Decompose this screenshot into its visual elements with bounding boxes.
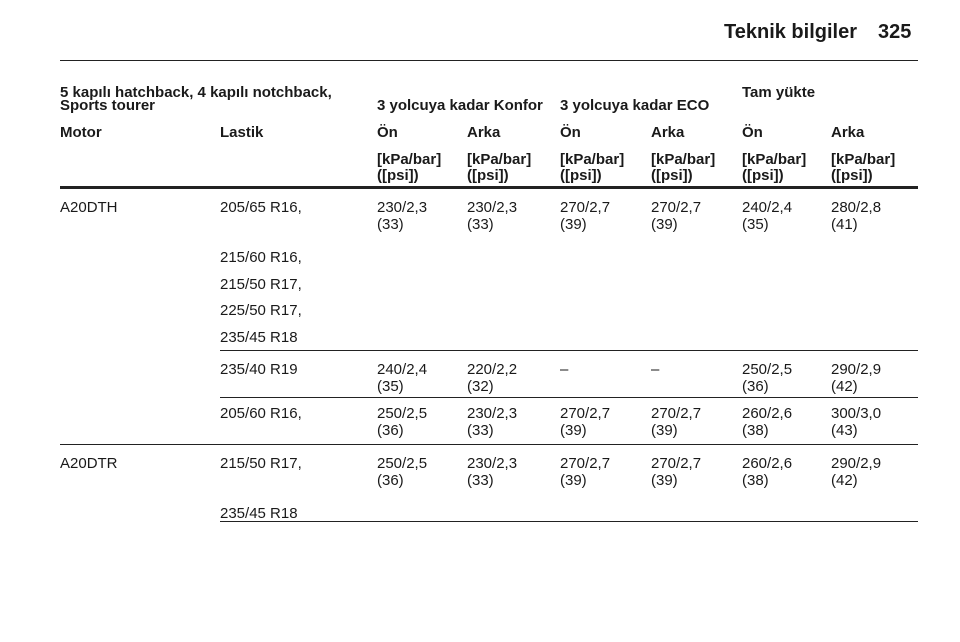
pressure-cell: (41) xyxy=(831,216,858,233)
pressure-cell: (36) xyxy=(377,422,404,439)
column-heading: Ön xyxy=(742,124,763,141)
column-heading: Ön xyxy=(560,124,581,141)
tire-cell: 215/50 R17, xyxy=(220,275,302,293)
column-heading: Ön xyxy=(377,124,398,141)
pressure-cell: (38) xyxy=(742,472,769,489)
pressure-cell: (35) xyxy=(377,378,404,395)
row-rule xyxy=(220,397,918,398)
pressure-cell: (36) xyxy=(377,472,404,489)
row-rule xyxy=(60,444,918,445)
unit-heading: [kPa/bar] xyxy=(560,151,625,168)
header-rule xyxy=(60,60,918,61)
unit-heading: ([psi]) xyxy=(467,167,509,184)
pressure-cell: 270/2,7 xyxy=(651,455,702,472)
pressure-cell: 270/2,7 xyxy=(560,199,611,216)
pressure-cell: 230/2,3 xyxy=(467,455,518,472)
pressure-cell: (39) xyxy=(560,216,587,233)
tire-cell: 235/45 R18 xyxy=(220,329,298,347)
pressure-cell: 230/2,3 xyxy=(377,199,428,216)
unit-heading: [kPa/bar] xyxy=(742,151,807,168)
pressure-cell: (39) xyxy=(560,422,587,439)
pressure-cell: (33) xyxy=(467,216,494,233)
pressure-cell: (35) xyxy=(742,216,769,233)
pressure-cell: 290/2,9 xyxy=(831,361,882,378)
pressure-cell: – xyxy=(560,361,569,378)
pressure-cell: – xyxy=(651,361,660,378)
column-heading: Arka xyxy=(651,124,685,141)
pressure-cell: 280/2,8 xyxy=(831,199,882,216)
pressure-cell: 290/2,9 xyxy=(831,455,882,472)
row-rule xyxy=(220,350,918,351)
column-heading: Lastik xyxy=(220,124,264,141)
pressure-cell: (32) xyxy=(467,378,494,395)
unit-heading: [kPa/bar] xyxy=(377,151,442,168)
unit-heading: ([psi]) xyxy=(560,167,602,184)
column-heading: Arka xyxy=(831,124,865,141)
pressure-cell: 270/2,7 xyxy=(651,199,702,216)
tire-cell: 215/50 R17, xyxy=(220,455,302,472)
pressure-cell: 230/2,3 xyxy=(467,405,518,422)
unit-heading: ([psi]) xyxy=(377,167,419,184)
motor-cell: A20DTH xyxy=(60,199,118,216)
pressure-cell: 260/2,6 xyxy=(742,455,793,472)
heading-rule xyxy=(60,186,918,189)
pressure-cell: 300/3,0 xyxy=(831,405,882,422)
pressure-cell: (38) xyxy=(742,422,769,439)
page-title: Teknik bilgiler xyxy=(724,21,857,43)
row-rule xyxy=(220,521,918,522)
pressure-cell: (39) xyxy=(651,216,678,233)
vehicle-heading: Sports tourer xyxy=(60,97,156,114)
group-heading: Tam yükte xyxy=(742,84,816,101)
tire-cell: 225/50 R17, xyxy=(220,302,302,320)
pressure-cell: (33) xyxy=(467,422,494,439)
pressure-cell: (42) xyxy=(831,378,858,395)
column-heading: Motor xyxy=(60,124,102,141)
pressure-cell: (33) xyxy=(467,472,494,489)
pressure-cell: 230/2,3 xyxy=(467,199,518,216)
unit-heading: [kPa/bar] xyxy=(831,151,896,168)
unit-heading: ([psi]) xyxy=(651,167,693,184)
pressure-cell: 240/2,4 xyxy=(742,199,793,216)
pressure-cell: 240/2,4 xyxy=(377,361,428,378)
pressure-cell: (39) xyxy=(560,472,587,489)
tire-cell: 205/65 R16, xyxy=(220,199,302,216)
pressure-cell: 250/2,5 xyxy=(742,361,793,378)
pressure-cell: (39) xyxy=(651,472,678,489)
tire-cell: 235/45 R18 xyxy=(220,505,298,522)
column-heading: Arka xyxy=(467,124,501,141)
unit-heading: ([psi]) xyxy=(831,167,873,184)
motor-cell: A20DTR xyxy=(60,455,118,472)
pressure-cell: 270/2,7 xyxy=(651,405,702,422)
vehicle-heading: 5 kapılı hatchback, 4 kapılı notchback, xyxy=(60,84,332,101)
pressure-cell: (43) xyxy=(831,422,858,439)
pressure-cell: 220/2,2 xyxy=(467,361,518,378)
pressure-cell: (39) xyxy=(651,422,678,439)
pressure-cell: 270/2,7 xyxy=(560,405,611,422)
unit-heading: [kPa/bar] xyxy=(651,151,716,168)
group-heading: 3 yolcuya kadar Konfor xyxy=(377,97,543,114)
pressure-cell: (42) xyxy=(831,472,858,489)
tire-cell: 205/60 R16, xyxy=(220,405,302,422)
page-number: 325 xyxy=(878,21,912,43)
pressure-cell: (33) xyxy=(377,216,404,233)
pressure-cell: 270/2,7 xyxy=(560,455,611,472)
pressure-cell: 250/2,5 xyxy=(377,405,428,422)
pressure-cell: 260/2,6 xyxy=(742,405,793,422)
tire-cell: 215/60 R16, xyxy=(220,249,302,266)
group-heading: 3 yolcuya kadar ECO xyxy=(560,97,710,114)
pressure-cell: 250/2,5 xyxy=(377,455,428,472)
unit-heading: ([psi]) xyxy=(742,167,784,184)
tire-cell: 235/40 R19 xyxy=(220,361,298,378)
pressure-cell: (36) xyxy=(742,378,769,395)
unit-heading: [kPa/bar] xyxy=(467,151,532,168)
